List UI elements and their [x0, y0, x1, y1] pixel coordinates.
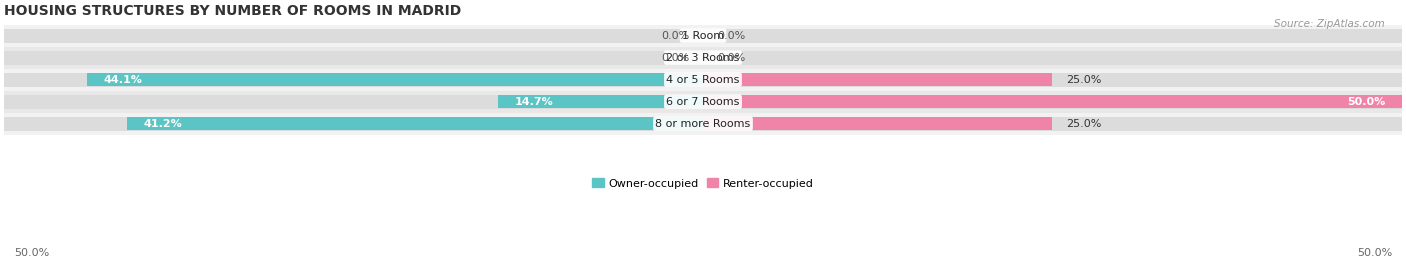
- Text: 14.7%: 14.7%: [515, 97, 553, 107]
- Text: 44.1%: 44.1%: [104, 75, 142, 85]
- Bar: [4, 73, 1402, 87]
- Bar: [4, 29, 1402, 43]
- Text: 6 or 7 Rooms: 6 or 7 Rooms: [666, 97, 740, 107]
- Text: 25.0%: 25.0%: [1066, 119, 1102, 129]
- Bar: [4, 95, 1402, 109]
- Text: 0.0%: 0.0%: [661, 53, 689, 63]
- Text: 0.0%: 0.0%: [661, 31, 689, 41]
- Text: 25.0%: 25.0%: [1066, 75, 1102, 85]
- Bar: [4, 113, 1402, 135]
- Bar: [4, 47, 1402, 69]
- Legend: Owner-occupied, Renter-occupied: Owner-occupied, Renter-occupied: [592, 178, 814, 189]
- Text: 0.0%: 0.0%: [717, 53, 745, 63]
- Text: 50.0%: 50.0%: [1357, 248, 1392, 258]
- Bar: [4, 69, 1402, 91]
- Bar: [127, 117, 703, 130]
- Bar: [4, 91, 1402, 113]
- Bar: [703, 95, 1402, 108]
- Bar: [87, 73, 703, 86]
- Text: 41.2%: 41.2%: [143, 119, 183, 129]
- Bar: [498, 95, 703, 108]
- Text: HOUSING STRUCTURES BY NUMBER OF ROOMS IN MADRID: HOUSING STRUCTURES BY NUMBER OF ROOMS IN…: [4, 4, 461, 18]
- Bar: [4, 24, 1402, 47]
- Text: 4 or 5 Rooms: 4 or 5 Rooms: [666, 75, 740, 85]
- Text: 8 or more Rooms: 8 or more Rooms: [655, 119, 751, 129]
- Text: 2 or 3 Rooms: 2 or 3 Rooms: [666, 53, 740, 63]
- Bar: [703, 117, 1053, 130]
- Text: 50.0%: 50.0%: [14, 248, 49, 258]
- Bar: [4, 51, 1402, 65]
- Text: Source: ZipAtlas.com: Source: ZipAtlas.com: [1274, 19, 1385, 29]
- Text: 1 Room: 1 Room: [682, 31, 724, 41]
- Text: 50.0%: 50.0%: [1347, 97, 1385, 107]
- Bar: [4, 117, 1402, 131]
- Text: 0.0%: 0.0%: [717, 31, 745, 41]
- Bar: [703, 73, 1053, 86]
